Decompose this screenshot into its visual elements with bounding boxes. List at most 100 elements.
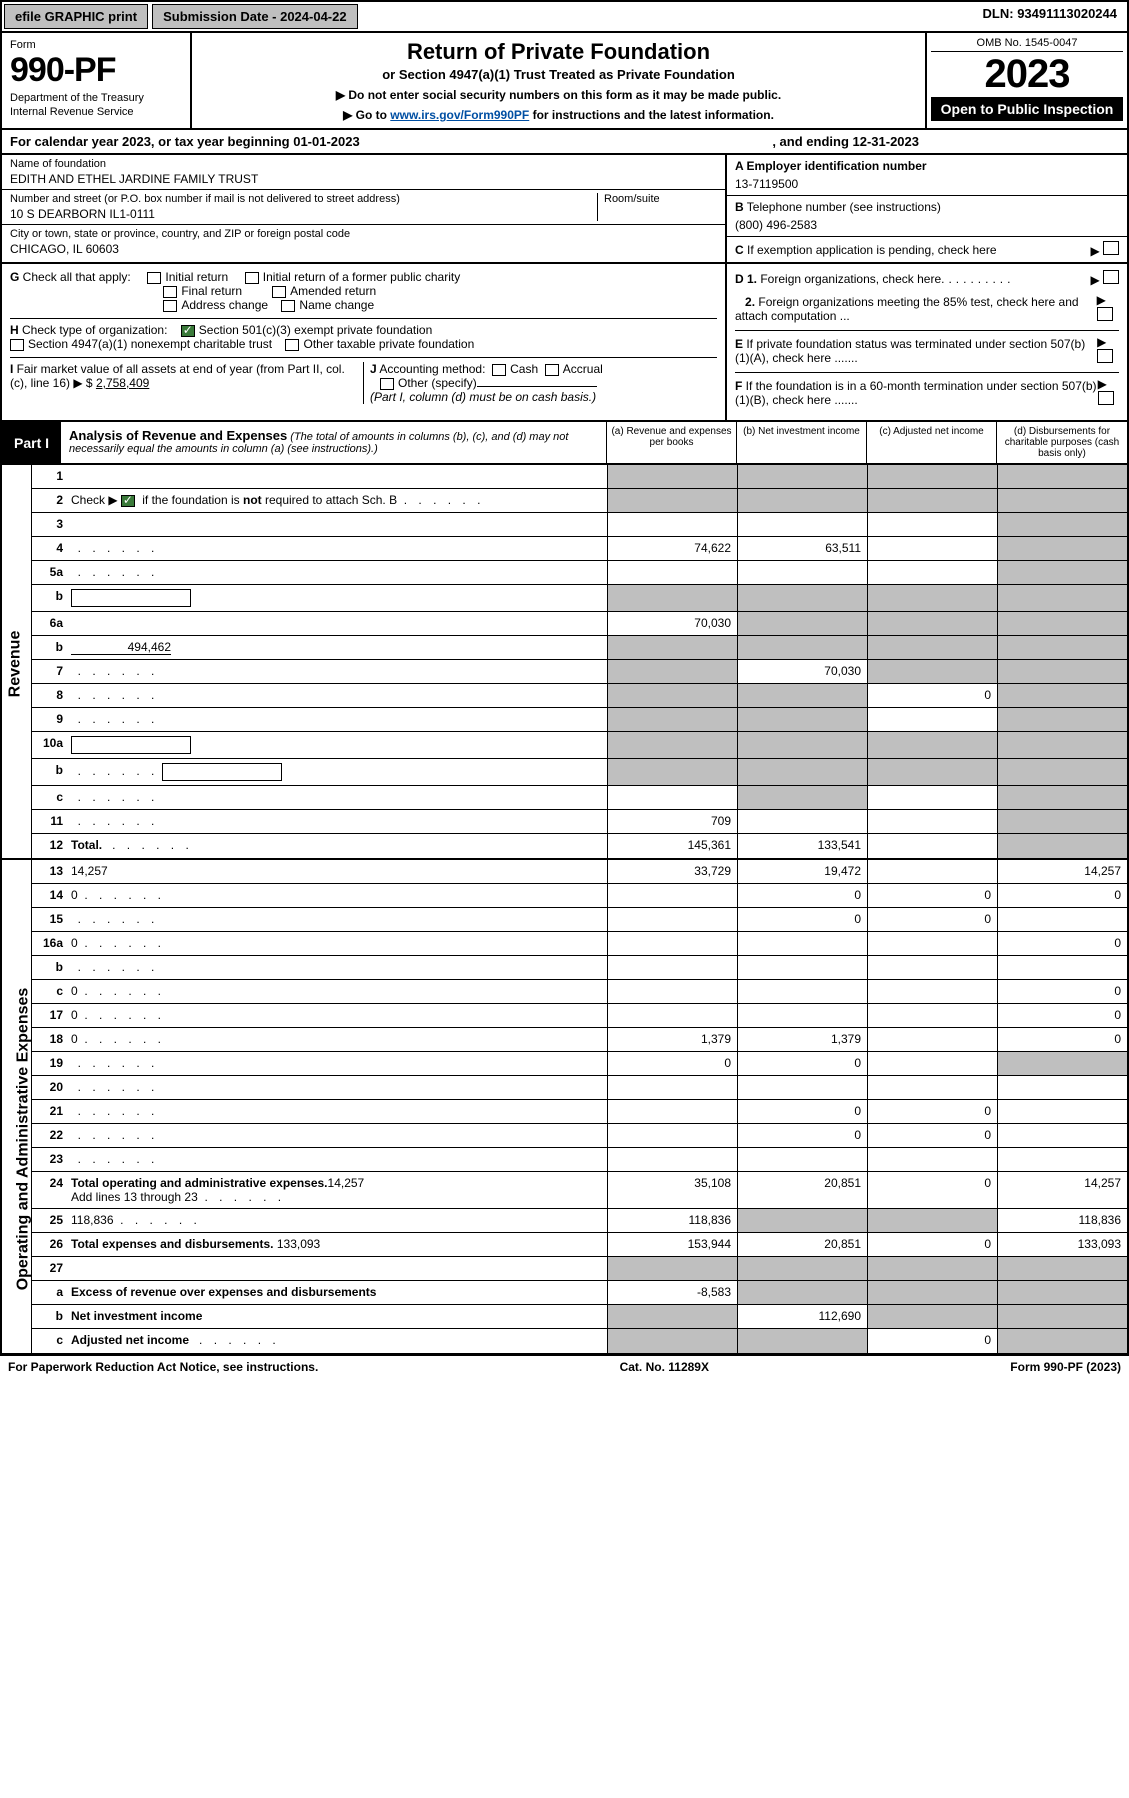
line-desc — [67, 513, 607, 536]
initial-return-checkbox[interactable] — [147, 272, 161, 284]
line-number: 4 — [32, 537, 67, 560]
ssn-warning: ▶ Do not enter social security numbers o… — [198, 88, 919, 102]
cell-a: -8,583 — [607, 1281, 737, 1304]
amended-return-checkbox[interactable] — [272, 286, 286, 298]
cell-b — [737, 489, 867, 512]
cell-b — [737, 1257, 867, 1280]
exemption-checkbox[interactable] — [1103, 241, 1119, 255]
cash-checkbox[interactable] — [492, 364, 506, 376]
line-number: 13 — [32, 860, 67, 883]
cell-b: 0 — [737, 908, 867, 931]
table-row: 10a — [32, 732, 1127, 759]
cell-c — [867, 860, 997, 883]
line-desc — [67, 585, 607, 611]
check-block: G Check all that apply: Initial return I… — [0, 264, 1129, 422]
accrual-checkbox[interactable] — [545, 364, 559, 376]
cell-c — [867, 1052, 997, 1075]
cell-d — [997, 537, 1127, 560]
cell-c — [867, 1028, 997, 1051]
footer-mid: Cat. No. 11289X — [620, 1360, 709, 1374]
open-inspection: Open to Public Inspection — [931, 97, 1123, 121]
form-label: Form — [10, 39, 36, 51]
line-number: b — [32, 585, 67, 611]
cell-c — [867, 660, 997, 683]
table-row: 27 — [32, 1257, 1127, 1281]
cell-d — [997, 908, 1127, 931]
table-row: 6a70,030 — [32, 612, 1127, 636]
g-row: G Check all that apply: Initial return I… — [10, 270, 717, 312]
f-text: If the foundation is in a 60-month termi… — [735, 379, 1097, 407]
initial-former-checkbox[interactable] — [245, 272, 259, 284]
part1-header: Part I Analysis of Revenue and Expenses … — [0, 422, 1129, 465]
line-number: 6a — [32, 612, 67, 635]
line-number: 24 — [32, 1172, 67, 1208]
foundation-name: EDITH AND ETHEL JARDINE FAMILY TRUST — [10, 172, 717, 186]
h-row: H Check type of organization: Section 50… — [10, 318, 717, 351]
line-desc: . . . . . . — [67, 537, 607, 560]
cell-c — [867, 585, 997, 611]
j2-label: Accrual — [563, 362, 603, 376]
cell-a — [607, 1124, 737, 1147]
cell-b — [737, 980, 867, 1003]
501c3-checkbox[interactable] — [181, 325, 195, 337]
table-row: cAdjusted net income . . . . . .0 — [32, 1329, 1127, 1353]
cell-b: 0 — [737, 1100, 867, 1123]
room-label: Room/suite — [604, 193, 660, 205]
cell-a — [607, 1148, 737, 1171]
schb-checkbox[interactable] — [121, 495, 135, 507]
cell-a: 709 — [607, 810, 737, 833]
85pct-checkbox[interactable] — [1097, 307, 1113, 321]
cell-d: 14,257 — [997, 1172, 1127, 1208]
ein-label: A Employer identification number — [735, 159, 927, 173]
line-desc: Net investment income — [67, 1305, 607, 1328]
line-desc: Check ▶ if the foundation is not require… — [67, 489, 607, 512]
cell-b — [737, 708, 867, 731]
foundation-name-cell: Name of foundation EDITH AND ETHEL JARDI… — [2, 155, 725, 190]
cell-c — [867, 489, 997, 512]
city-value: CHICAGO, IL 60603 — [10, 242, 717, 256]
cal-end: , and ending 12-31-2023 — [772, 134, 919, 149]
address-change-checkbox[interactable] — [163, 300, 177, 312]
cell-a — [607, 1257, 737, 1280]
line-desc: . . . . . . — [67, 684, 607, 707]
table-row: 23 . . . . . . — [32, 1148, 1127, 1172]
table-row: 180 . . . . . .1,3791,3790 — [32, 1028, 1127, 1052]
col-b-header: (b) Net investment income — [737, 422, 867, 463]
table-row: b 494,462 — [32, 636, 1127, 660]
507b1a-checkbox[interactable] — [1097, 349, 1113, 363]
other-method-checkbox[interactable] — [380, 378, 394, 390]
foreign-org-checkbox[interactable] — [1103, 270, 1119, 284]
line-number: 23 — [32, 1148, 67, 1171]
ij-row: I Fair market value of all assets at end… — [10, 357, 717, 404]
ein-cell: A Employer identification number 13-7119… — [727, 155, 1127, 196]
cell-b — [737, 465, 867, 488]
cell-a — [607, 1100, 737, 1123]
line-desc: 118,836 . . . . . . — [67, 1209, 607, 1232]
cell-b — [737, 612, 867, 635]
final-return-checkbox[interactable] — [163, 286, 177, 298]
cell-d: 0 — [997, 1028, 1127, 1051]
cell-a — [607, 513, 737, 536]
cell-a — [607, 1076, 737, 1099]
omb-number: OMB No. 1545-0047 — [931, 37, 1123, 52]
other-taxable-checkbox[interactable] — [285, 339, 299, 351]
table-row: 1 — [32, 465, 1127, 489]
line-desc: . . . . . . — [67, 786, 607, 809]
name-change-checkbox[interactable] — [281, 300, 295, 312]
f-row: F If the foundation is in a 60-month ter… — [735, 372, 1119, 408]
cell-d — [997, 660, 1127, 683]
irs-link[interactable]: www.irs.gov/Form990PF — [390, 108, 529, 122]
form-title: Return of Private Foundation — [198, 39, 919, 65]
507b1b-checkbox[interactable] — [1098, 391, 1114, 405]
fmv-value: 2,758,409 — [96, 376, 149, 390]
cell-b — [737, 732, 867, 758]
table-row: 170 . . . . . .0 — [32, 1004, 1127, 1028]
cell-c — [867, 708, 997, 731]
efile-button[interactable]: efile GRAPHIC print — [4, 4, 148, 29]
cell-b — [737, 684, 867, 707]
4947-checkbox[interactable] — [10, 339, 24, 351]
submission-date: Submission Date - 2024-04-22 — [152, 4, 358, 29]
dept-label: Department of the Treasury — [10, 92, 144, 104]
cell-d: 0 — [997, 884, 1127, 907]
cell-c — [867, 513, 997, 536]
